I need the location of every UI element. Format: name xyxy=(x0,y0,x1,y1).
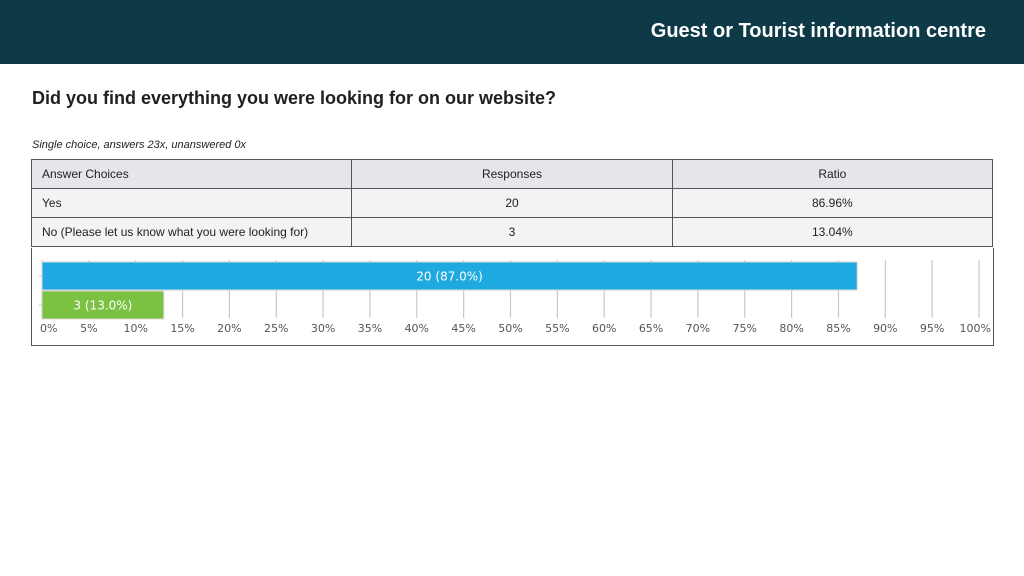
tick-label: 95% xyxy=(920,322,944,335)
table-row: No (Please let us know what you were loo… xyxy=(30,217,994,247)
tick-label: 45% xyxy=(451,322,475,335)
tick-label: 90% xyxy=(873,322,897,335)
bar-chart: 20 (87.0%) 3 (13.0%) 0% 5% 10% 15% 20% 25% 30% 35… xyxy=(39,260,991,335)
bar xyxy=(41,290,165,320)
header-title: Guest or Tourist information centre xyxy=(650,20,986,42)
column-header-ratio: Ratio xyxy=(671,159,994,189)
table-header-row: Answer Choices Responses Ratio xyxy=(30,159,994,189)
response-summary: Single choice, answers 23x, unanswered 0… xyxy=(32,139,247,151)
data-label: 3 (13.0%) xyxy=(73,299,132,313)
tick-label: 0% xyxy=(40,322,57,335)
table-row: Yes 20 86.96% xyxy=(30,188,994,218)
tick-label: 75% xyxy=(733,322,757,335)
data-label: 20 (87.0%) xyxy=(416,270,483,284)
bar xyxy=(41,261,858,291)
tick-label: 25% xyxy=(264,322,288,335)
question-title: Did you find everything you were looking… xyxy=(32,88,557,108)
tick-label: 55% xyxy=(545,322,569,335)
choice-cell: No (Please let us know what you were loo… xyxy=(30,217,353,247)
header-bar: Guest or Tourist information centre xyxy=(0,0,1024,64)
tick-label: 30% xyxy=(311,322,335,335)
choice-cell: Yes xyxy=(30,188,353,218)
tick-label: 10% xyxy=(123,322,147,335)
tick-label: 70% xyxy=(686,322,710,335)
tick-label: 15% xyxy=(170,322,194,335)
ratio-cell: 13.04% xyxy=(671,217,994,247)
tick-label: 85% xyxy=(826,322,850,335)
tick-label: 5% xyxy=(80,322,97,335)
tick-label: 20% xyxy=(217,322,241,335)
tick-label: 40% xyxy=(405,322,429,335)
tick-label: 100% xyxy=(960,322,991,335)
tick-label: 80% xyxy=(779,322,803,335)
responses-cell: 20 xyxy=(351,188,673,218)
column-header-responses: Responses xyxy=(351,159,673,189)
results-table: Answer Choices Responses Ratio Yes 20 86… xyxy=(30,159,994,247)
tick-label: 65% xyxy=(639,322,663,335)
tick-label: 60% xyxy=(592,322,616,335)
chart-container: 20 (87.0%) 3 (13.0%) 0% 5% 10% 15% 20% 25% 30% 35… xyxy=(31,248,994,346)
tick-label: 50% xyxy=(498,322,522,335)
tick-label: 35% xyxy=(358,322,382,335)
responses-cell: 3 xyxy=(351,217,673,247)
column-header-choices: Answer Choices xyxy=(30,159,353,189)
ratio-cell: 86.96% xyxy=(671,188,994,218)
